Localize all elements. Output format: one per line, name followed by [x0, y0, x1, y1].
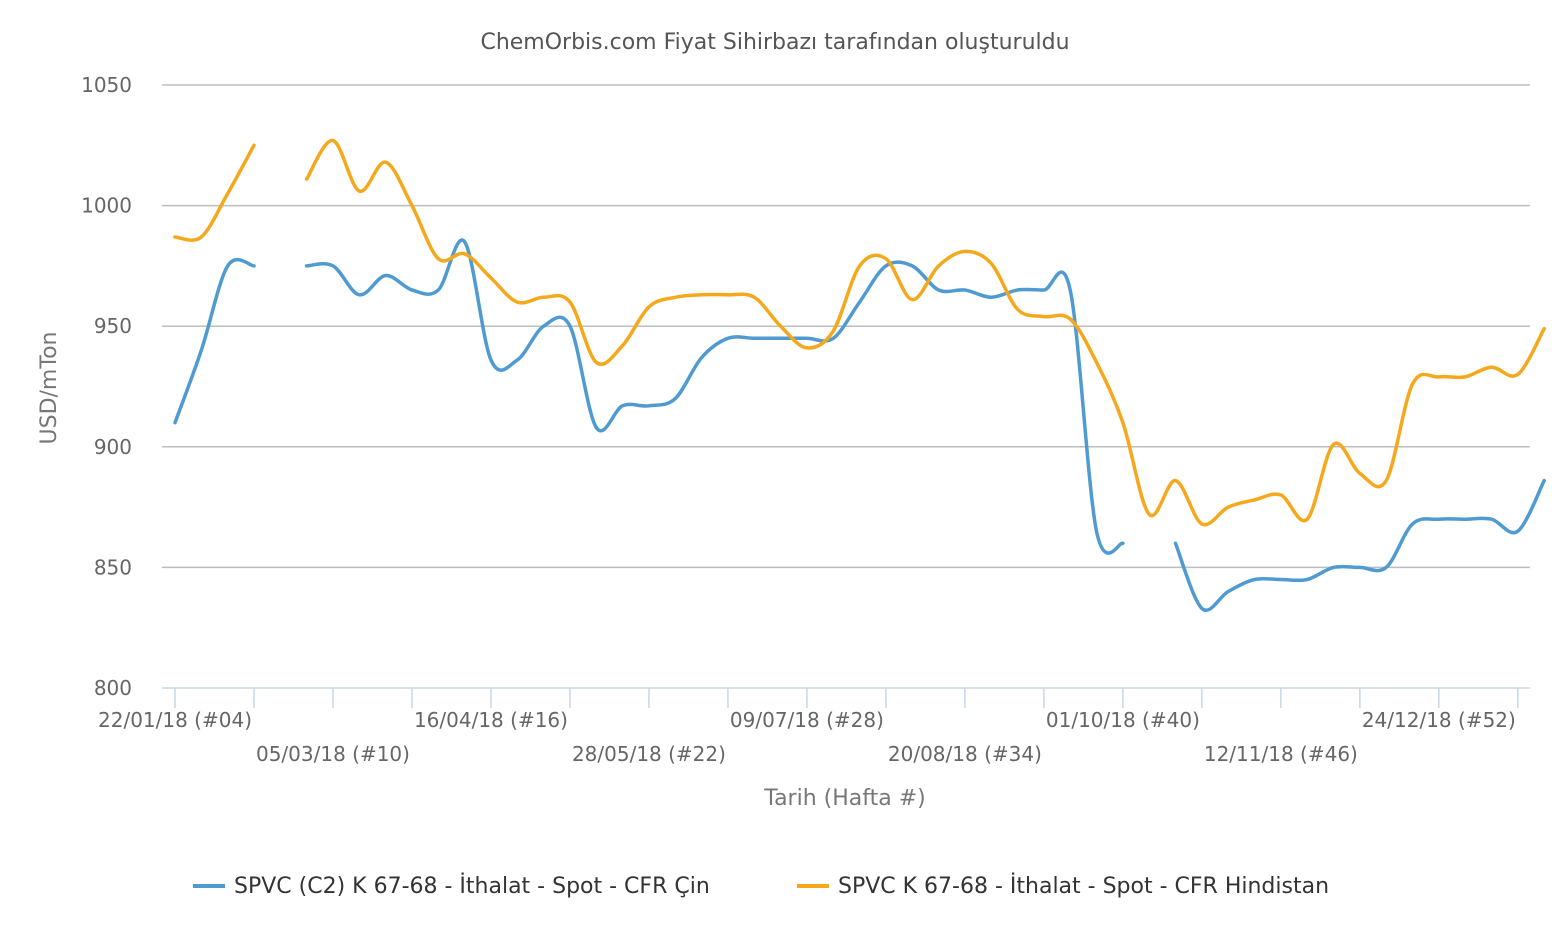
series-lines [173, 138, 1546, 612]
y-tick-label-1050: 1050 [81, 73, 132, 97]
grid-lines [162, 84, 1530, 569]
x-tick-label: 01/10/18 (#40) [1046, 708, 1200, 732]
y-tick-label-1000: 1000 [81, 194, 132, 218]
x-tick-label: 22/01/18 (#04) [98, 708, 252, 732]
chart-title: ChemOrbis.com Fiyat Sihirbazı tarafından… [480, 30, 1069, 55]
x-tick-label: 24/12/18 (#52) [1362, 708, 1516, 732]
legend: SPVC (C2) K 67-68 - İthalat - Spot - CFR… [193, 873, 1329, 899]
y-axis-ticks: 800 850 900 950 1000 1050 [81, 73, 132, 700]
y-tick-label-800: 800 [94, 676, 132, 700]
legend-label-china[interactable]: SPVC (C2) K 67-68 - İthalat - Spot - CFR… [234, 873, 710, 899]
x-tick-label: 09/07/18 (#28) [730, 708, 884, 732]
series-line-1-segment-0[interactable] [173, 143, 256, 242]
x-tick-label: 28/05/18 (#22) [572, 742, 726, 766]
x-tick-label: 12/11/18 (#46) [1204, 742, 1358, 766]
x-tick-label: 16/04/18 (#16) [414, 708, 568, 732]
y-tick-label-850: 850 [94, 555, 132, 579]
series-line-1-segment-1[interactable] [304, 138, 1546, 527]
x-tick-label: 05/03/18 (#10) [256, 742, 410, 766]
x-axis-label: Tarih (Hafta #) [763, 786, 925, 811]
series-line-0-segment-2[interactable] [1173, 478, 1546, 612]
y-tick-label-900: 900 [94, 435, 132, 459]
series-line-0-segment-0[interactable] [173, 257, 256, 425]
legend-label-india[interactable]: SPVC K 67-68 - İthalat - Spot - CFR Hind… [838, 873, 1329, 899]
x-axis-ticks: 22/01/18 (#04)05/03/18 (#10)16/04/18 (#1… [98, 688, 1519, 766]
y-tick-label-950: 950 [94, 314, 132, 338]
series-line-0-segment-1[interactable] [304, 238, 1125, 555]
x-tick-label: 20/08/18 (#34) [888, 742, 1042, 766]
y-axis-label: USD/mTon [37, 332, 62, 445]
